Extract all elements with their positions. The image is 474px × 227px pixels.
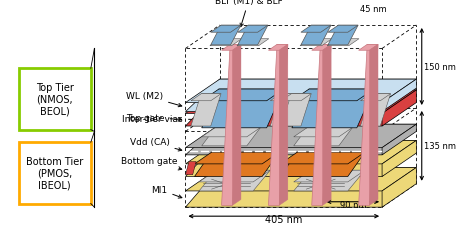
Polygon shape	[202, 128, 261, 146]
Text: 90 nm: 90 nm	[340, 200, 366, 209]
Polygon shape	[301, 26, 331, 33]
Polygon shape	[294, 128, 353, 137]
Polygon shape	[328, 26, 358, 33]
Polygon shape	[202, 128, 261, 137]
Text: Top gate: Top gate	[126, 113, 182, 122]
Polygon shape	[194, 153, 279, 164]
Polygon shape	[294, 170, 365, 182]
Polygon shape	[221, 45, 241, 51]
Text: 45 nm: 45 nm	[360, 5, 386, 15]
Polygon shape	[210, 39, 242, 47]
Polygon shape	[327, 39, 359, 47]
Polygon shape	[237, 39, 269, 47]
Polygon shape	[312, 45, 331, 51]
Polygon shape	[280, 153, 365, 177]
Polygon shape	[369, 45, 378, 205]
Polygon shape	[185, 162, 196, 175]
Polygon shape	[359, 45, 378, 51]
Text: Top Tier
(NMOS,
BEOL): Top Tier (NMOS, BEOL)	[36, 83, 73, 116]
Polygon shape	[382, 125, 416, 155]
Polygon shape	[238, 26, 268, 33]
Polygon shape	[185, 168, 416, 191]
Text: Inter-tier vias: Inter-tier vias	[122, 114, 223, 123]
Polygon shape	[185, 80, 416, 112]
Polygon shape	[185, 168, 416, 207]
Bar	[18, 69, 91, 130]
Polygon shape	[280, 153, 365, 164]
Text: BLT (M1) & BLF: BLT (M1) & BLF	[215, 0, 283, 28]
Text: 405 nm: 405 nm	[265, 215, 302, 225]
Polygon shape	[270, 94, 301, 101]
Polygon shape	[185, 80, 416, 103]
Polygon shape	[301, 26, 331, 46]
Polygon shape	[328, 26, 358, 46]
Polygon shape	[382, 141, 416, 177]
Polygon shape	[292, 90, 374, 128]
Polygon shape	[360, 94, 391, 126]
Polygon shape	[294, 170, 365, 191]
Polygon shape	[232, 45, 241, 205]
Polygon shape	[221, 45, 241, 205]
Polygon shape	[185, 91, 416, 114]
Polygon shape	[191, 94, 221, 126]
Polygon shape	[199, 170, 270, 182]
Polygon shape	[211, 26, 241, 46]
Polygon shape	[185, 141, 416, 164]
Polygon shape	[270, 94, 301, 126]
Polygon shape	[281, 94, 311, 126]
Polygon shape	[292, 90, 374, 101]
Text: Bottom gate: Bottom gate	[120, 156, 182, 170]
Polygon shape	[185, 141, 416, 177]
Polygon shape	[360, 94, 391, 101]
Polygon shape	[199, 170, 270, 191]
Polygon shape	[382, 168, 416, 207]
Polygon shape	[238, 26, 268, 46]
Text: WL (M2): WL (M2)	[126, 92, 182, 107]
Polygon shape	[202, 90, 284, 128]
Polygon shape	[300, 39, 332, 47]
Bar	[18, 143, 91, 204]
Polygon shape	[382, 80, 416, 112]
Polygon shape	[185, 125, 416, 148]
Polygon shape	[382, 91, 416, 126]
Polygon shape	[294, 128, 353, 146]
Polygon shape	[185, 91, 416, 126]
Polygon shape	[281, 94, 311, 101]
Polygon shape	[268, 45, 288, 205]
Polygon shape	[211, 26, 241, 33]
Polygon shape	[268, 45, 288, 51]
Text: 135 nm: 135 nm	[424, 142, 456, 151]
Polygon shape	[194, 153, 279, 177]
Polygon shape	[191, 94, 221, 101]
Polygon shape	[323, 45, 331, 205]
Polygon shape	[312, 45, 331, 205]
Polygon shape	[359, 45, 378, 205]
Text: Bottom Tier
(PMOS,
IBEOL): Bottom Tier (PMOS, IBEOL)	[26, 157, 83, 190]
Polygon shape	[185, 125, 416, 155]
Text: 150 nm: 150 nm	[424, 63, 456, 72]
Text: Vdd (CA): Vdd (CA)	[129, 137, 182, 151]
Text: MI1: MI1	[151, 185, 182, 198]
Polygon shape	[202, 90, 284, 101]
Polygon shape	[279, 45, 288, 205]
